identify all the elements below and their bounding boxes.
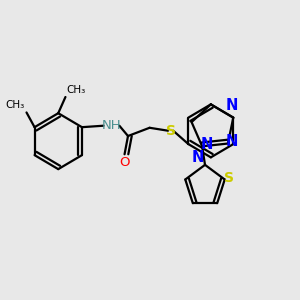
Text: S: S <box>166 124 176 138</box>
Text: N: N <box>201 137 214 152</box>
Text: N: N <box>192 150 204 165</box>
Text: O: O <box>119 156 130 169</box>
Text: NH: NH <box>102 118 122 132</box>
Text: N: N <box>226 98 238 112</box>
Text: CH₃: CH₃ <box>66 85 85 94</box>
Text: N: N <box>225 134 238 149</box>
Text: CH₃: CH₃ <box>6 100 25 110</box>
Text: S: S <box>224 171 234 185</box>
